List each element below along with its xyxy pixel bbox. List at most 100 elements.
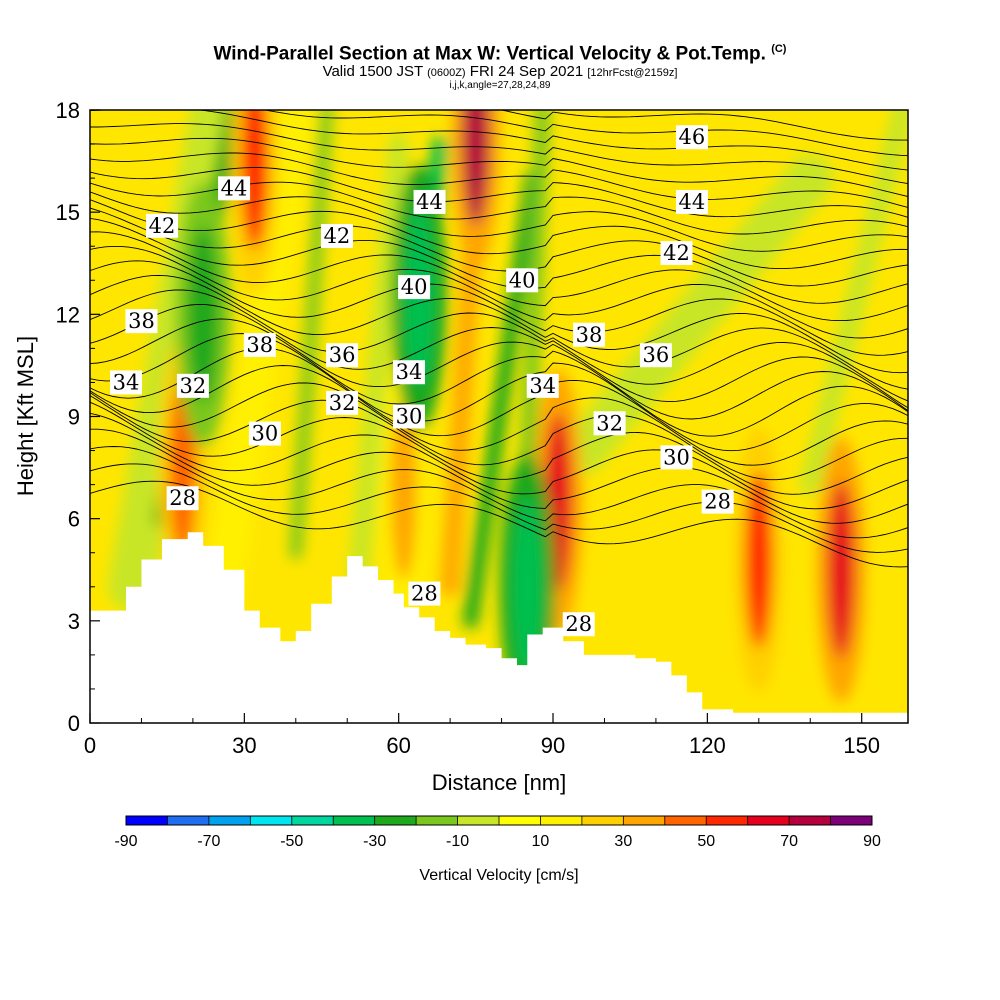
y-tick-label: 0 <box>68 711 80 736</box>
colorbar-swatch <box>167 816 210 825</box>
contour-label: 44 <box>221 176 248 200</box>
contour-label: 30 <box>663 445 690 469</box>
theta-contour-line <box>90 382 908 466</box>
contour-label-box <box>506 268 539 293</box>
velocity-band <box>799 110 908 495</box>
contour-label-box <box>660 445 693 470</box>
theta-contour-line <box>499 110 908 141</box>
contour-label-box <box>146 213 179 238</box>
theta-contour-line <box>90 152 908 208</box>
theta-contour-line <box>90 217 908 304</box>
contour-label-box <box>660 241 693 266</box>
contour-label: 42 <box>149 214 176 238</box>
velocity-feature-core <box>241 110 269 250</box>
valid-prefix: Valid 1500 JST <box>322 63 423 81</box>
contour-label-box <box>326 390 359 415</box>
x-axis-title: Distance [nm] <box>432 770 567 795</box>
colorbar-tick-label: 10 <box>532 833 550 850</box>
colorbar-swatch <box>416 816 459 825</box>
theta-contour-line <box>90 199 908 270</box>
x-tick-label: 90 <box>541 733 565 758</box>
colorbar-swatch <box>374 816 417 825</box>
theta-contour-line <box>90 401 908 495</box>
colorbar-swatch <box>126 816 168 825</box>
contour-label: 32 <box>329 391 356 415</box>
theta-contour-line <box>90 110 908 171</box>
colorbar: -90 -70 -50 -30 -10 10 30 50 70 90 <box>114 815 881 850</box>
contour-label-box <box>392 404 425 429</box>
contour-label-box <box>110 370 143 395</box>
colorbar-swatch <box>706 816 749 825</box>
chart-title: Wind-Parallel Section at Max W: Vertical… <box>0 38 1000 65</box>
y-axis-title: Height [Kft MSL] <box>13 336 38 496</box>
theta-contour-line <box>90 207 908 287</box>
colorbar-tick-label: -10 <box>446 833 469 850</box>
theta-contour-line <box>90 318 908 409</box>
colorbar-swatch <box>664 816 707 825</box>
contour-label-box <box>398 275 431 300</box>
colorbar-swatch <box>333 816 376 825</box>
y-tick-label: 18 <box>56 98 80 123</box>
contour-label-box <box>176 373 209 398</box>
x-tick-label: 150 <box>843 733 880 758</box>
contour-label: 46 <box>679 125 706 149</box>
contour-label: 34 <box>113 370 140 394</box>
colorbar-title: Vertical Velocity [cm/s] <box>419 867 578 884</box>
colorbar-tick-label: -90 <box>114 833 137 850</box>
contour-label-box <box>218 176 251 201</box>
theta-contour-line <box>90 245 908 339</box>
contour-label: 38 <box>576 323 603 347</box>
contour-label-box <box>593 411 626 436</box>
colorbar-tick-label: 90 <box>863 833 881 850</box>
theta-contour-line <box>90 167 908 218</box>
contour-label-box <box>526 373 559 398</box>
theta-contour-line <box>90 365 908 452</box>
y-tick-label: 6 <box>68 507 80 532</box>
contour-label: 28 <box>704 490 731 514</box>
colorbar-swatch <box>747 816 790 825</box>
colorbar-swatch <box>208 816 251 825</box>
x-tick-label: 30 <box>232 733 256 758</box>
x-tick-label: 60 <box>386 733 410 758</box>
contour-label: 36 <box>643 343 670 367</box>
contour-label: 28 <box>169 486 196 510</box>
theta-contour-line <box>90 347 908 437</box>
contour-label: 44 <box>679 190 706 214</box>
valid-date: FRI 24 Sep 2021 <box>469 63 584 81</box>
indices-line: i,j,k,angle=27,28,24,89 <box>449 80 551 92</box>
theta-contour-line <box>90 480 908 568</box>
theta-contour-line <box>90 231 908 322</box>
colorbar-swatch <box>291 816 334 825</box>
colorbar-swatch <box>457 816 500 825</box>
colorbar-swatch <box>830 816 873 825</box>
velocity-band <box>289 110 334 560</box>
contour-label-box <box>125 309 158 334</box>
contour-label: 40 <box>401 275 428 299</box>
contour-labels: 46 44 44 44 42 42 42 40 40 38 38 38 36 36 34 34 34 32 32 32… <box>110 125 734 637</box>
contour-label: 28 <box>565 612 592 636</box>
title-main: Wind-Parallel Section at Max W: Vertical… <box>213 43 766 65</box>
contour-label-box <box>573 322 606 347</box>
contour-label-box <box>408 581 441 606</box>
velocity-feature-core <box>827 481 855 659</box>
contour-label: 32 <box>180 374 207 398</box>
velocity-feature-core <box>745 470 773 649</box>
theta-contour-line <box>90 123 908 185</box>
plot-area <box>90 110 908 723</box>
theta-contours <box>90 110 908 568</box>
contour-label: 38 <box>246 333 273 357</box>
colorbar-swatch <box>499 816 541 825</box>
colorbar-tick-label: -70 <box>197 833 220 850</box>
velocity-band <box>462 170 541 629</box>
contour-label: 42 <box>324 224 351 248</box>
contour-label-box <box>320 224 353 249</box>
contour-label: 34 <box>396 360 423 384</box>
contour-label: 30 <box>252 422 279 446</box>
contour-label-box <box>701 489 734 514</box>
contour-label: 36 <box>329 343 356 367</box>
chart-subtitle: Valid 1500 JST (0600Z) FRI 24 Sep 2021 [… <box>0 63 1000 81</box>
title-badge: (C) <box>771 43 787 55</box>
theta-contour-line <box>90 260 908 356</box>
theta-contour-line <box>90 137 908 197</box>
